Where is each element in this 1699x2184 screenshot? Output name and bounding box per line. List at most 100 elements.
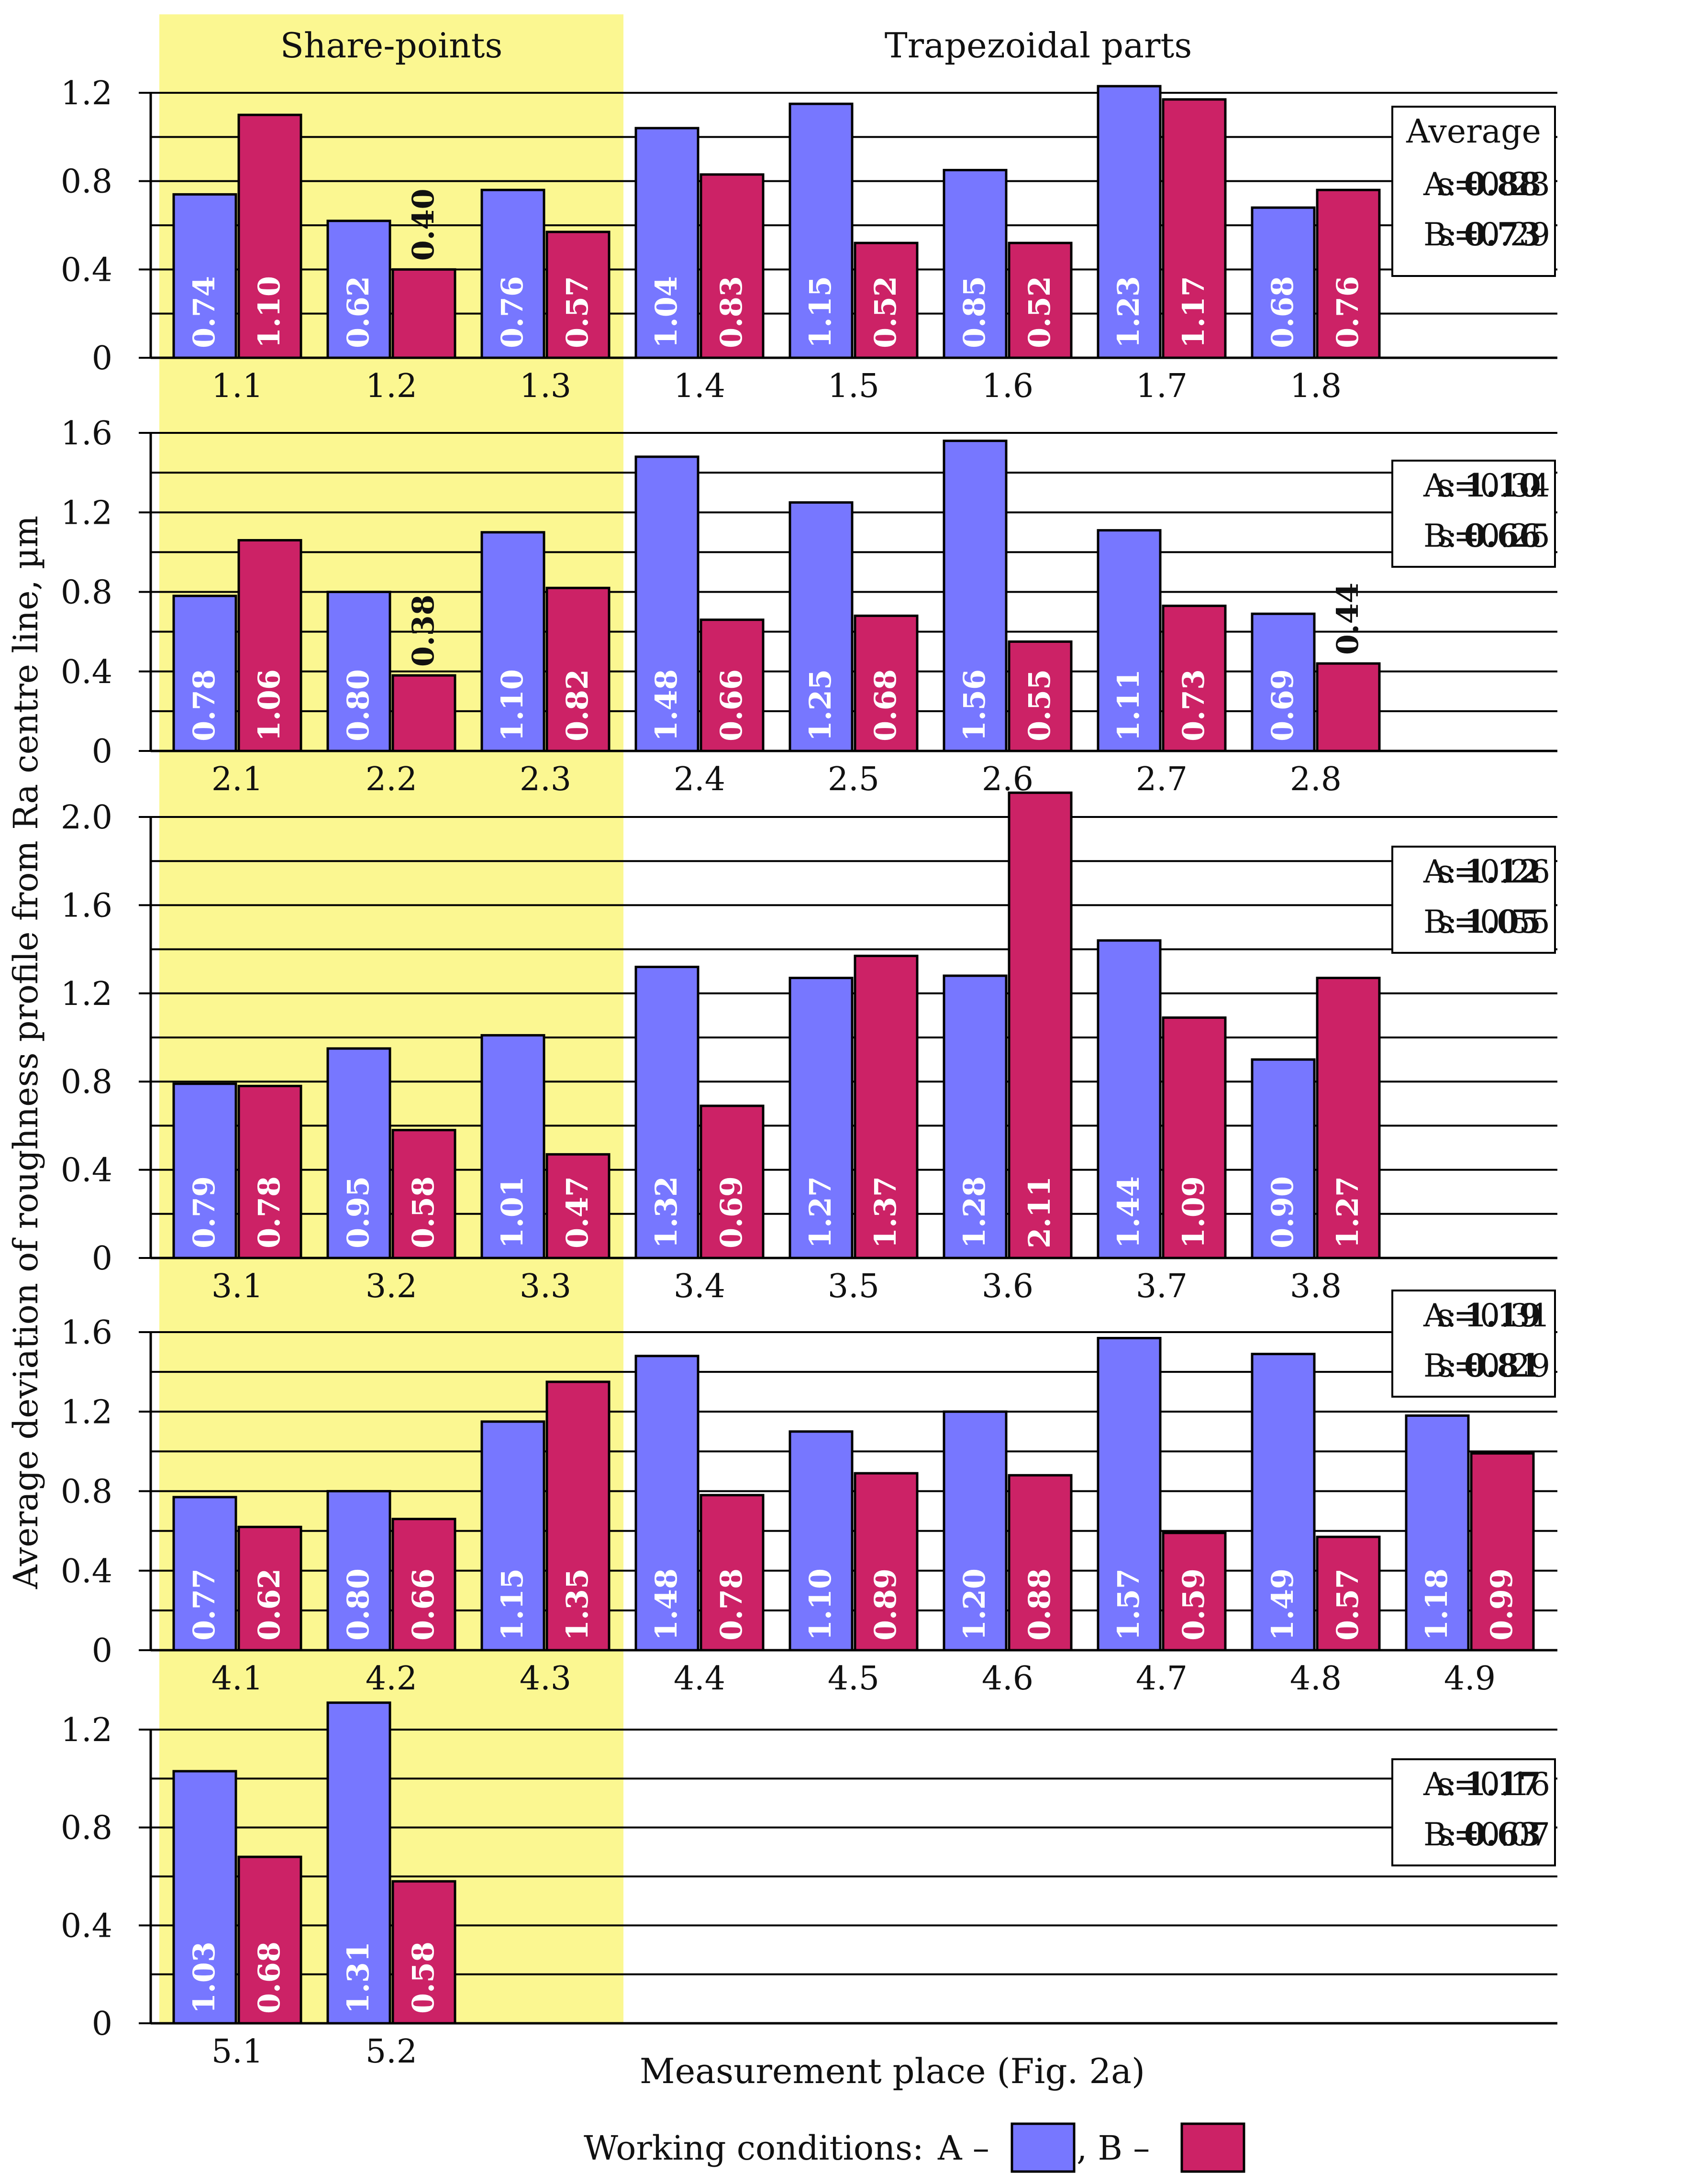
- summary-a-sd: s=0.23: [1437, 166, 1550, 203]
- x-tick-label: 3.7: [1136, 1268, 1188, 1305]
- summary-b-sd: s=0.29: [1437, 216, 1550, 253]
- data-label: 0.52: [1022, 276, 1057, 348]
- x-tick-label: 2.2: [366, 761, 417, 798]
- bar-a-2.5: [788, 501, 854, 752]
- bar-a-5.2: [326, 1701, 391, 2025]
- data-label: 1.18: [1419, 1568, 1454, 1641]
- data-label: 0.80: [341, 669, 376, 741]
- bar-b-1.8: [1316, 188, 1381, 359]
- summary-a-label: A:: [1423, 1297, 1457, 1334]
- panel-4: 0 0.4 0.8 1.2 1.6 0.77 0.62 0.80 0.66 1.15 1.35 1.4…: [61, 1290, 1557, 1698]
- bar-a-4.4: [634, 1355, 700, 1652]
- data-label: 0.77: [187, 1568, 222, 1641]
- bar-a-1.8: [1251, 206, 1316, 359]
- data-label: 1.01: [495, 1176, 530, 1248]
- data-label: 0.74: [187, 276, 222, 348]
- data-label: 1.10: [252, 276, 287, 348]
- y-tick-label: 0.8: [61, 1809, 112, 1847]
- x-tick-label: 4.4: [674, 1660, 725, 1698]
- summary-a-label: A:: [1423, 1766, 1457, 1803]
- x-tick-label: 4.5: [828, 1660, 879, 1698]
- summary-b-label: B:: [1423, 904, 1457, 940]
- summary-frame: [1391, 460, 1556, 568]
- data-label: 1.57: [1111, 1568, 1146, 1641]
- bar-b-4.1: [237, 1525, 302, 1652]
- x-tick-label: 4.8: [1290, 1660, 1342, 1698]
- bar-b-1.2: [391, 268, 456, 359]
- bar-a-1.6: [943, 169, 1008, 359]
- summary-a-label: A:: [1423, 467, 1457, 504]
- bar-b-2.4: [700, 618, 765, 752]
- x-tick-label: 3.6: [982, 1268, 1033, 1305]
- summary-a-mean: 0.88: [1464, 165, 1541, 203]
- summary-a-label: A:: [1423, 853, 1457, 890]
- x-axis-title: Measurement place (Fig. 2a): [640, 2051, 1145, 2091]
- bar-b-5.1: [237, 1855, 302, 2025]
- bar-b-4.7: [1162, 1532, 1227, 1652]
- data-label: 1.15: [803, 276, 838, 348]
- x-tick-label: 3.5: [828, 1268, 879, 1305]
- bar-b-2.5: [854, 614, 919, 752]
- legend-prefix: Working conditions:: [584, 2129, 924, 2168]
- bar-b-1.7: [1162, 98, 1227, 359]
- data-label: 1.27: [1330, 1176, 1365, 1248]
- x-tick-label: 3.4: [674, 1268, 725, 1305]
- summary-a-mean: 1.12: [1464, 853, 1541, 890]
- x-tick-label: 2.7: [1136, 761, 1188, 798]
- legend-a-label: A –: [937, 2129, 989, 2168]
- summary-b-label: B:: [1423, 518, 1457, 554]
- data-label: 0.95: [341, 1176, 376, 1248]
- summary-b-sd: s=0.25: [1437, 518, 1550, 554]
- bar-b-4.2: [391, 1518, 456, 1652]
- summary-b-label: B:: [1423, 1347, 1457, 1384]
- y-tick-label: 0.4: [61, 1152, 112, 1190]
- data-label: 2.11: [1022, 1176, 1057, 1248]
- x-tick-label: 4.6: [982, 1660, 1033, 1698]
- bar-a-2.2: [326, 591, 391, 752]
- y-tick-label: 0: [92, 1240, 112, 1278]
- summary-frame: [1391, 1290, 1556, 1398]
- x-tick-label: 5.1: [211, 2033, 263, 2071]
- y-tick-label: 2.0: [61, 799, 112, 837]
- y-tick-label: 0.4: [61, 653, 112, 691]
- bar-a-4.1: [172, 1496, 237, 1652]
- x-tick-label: 4.3: [520, 1660, 571, 1698]
- summary-a-label: A:: [1423, 166, 1457, 203]
- x-tick-label: 3.2: [366, 1268, 417, 1305]
- summary-b-mean: 0.63: [1464, 1816, 1541, 1853]
- data-label: 1.37: [868, 1176, 903, 1248]
- data-label: 1.23: [1111, 276, 1146, 348]
- x-tick-label: 3.8: [1290, 1268, 1342, 1305]
- y-tick-label: 1.2: [61, 494, 112, 532]
- data-label: 0.82: [560, 669, 595, 741]
- bar-b-4.9: [1470, 1452, 1535, 1652]
- summary-frame: [1391, 1758, 1556, 1866]
- data-label: 0.69: [1265, 669, 1300, 741]
- bar-b-1.1: [237, 113, 302, 359]
- x-tick-label: 3.1: [211, 1268, 263, 1305]
- x-tick-label: 2.8: [1290, 761, 1342, 798]
- x-tick-label: 2.3: [520, 761, 571, 798]
- data-label: 0.68: [868, 669, 903, 741]
- data-label: 0.83: [714, 276, 749, 348]
- data-label: 1.49: [1265, 1568, 1300, 1641]
- trapezoidal-parts-title: Trapezoidal parts: [885, 25, 1192, 66]
- y-tick-label: 1.2: [61, 1393, 112, 1431]
- summary-title: Average: [1406, 113, 1541, 151]
- legend-b-swatch: [1180, 2122, 1245, 2173]
- data-label: 1.56: [957, 669, 992, 741]
- data-label: 0.55: [1022, 669, 1057, 741]
- y-tick-label: 0.8: [61, 1063, 112, 1101]
- summary-box: A: 1.10s=0.34 B: 0.66s=0.25: [1391, 460, 1556, 568]
- bar-a-2.4: [634, 455, 700, 752]
- x-tick-label: 1.6: [982, 367, 1033, 405]
- data-label: 0.66: [406, 1568, 441, 1641]
- x-tick-label: 3.3: [520, 1268, 571, 1305]
- y-tick-label: 1.6: [61, 887, 112, 925]
- x-tick-label: 1.3: [520, 367, 571, 405]
- x-tick-label: 4.9: [1444, 1660, 1496, 1698]
- share-points-title: Share-points: [280, 25, 503, 66]
- data-label: 0.58: [406, 1176, 441, 1248]
- bar-b-4.5: [854, 1472, 919, 1652]
- y-tick-label: 1.6: [61, 1314, 112, 1352]
